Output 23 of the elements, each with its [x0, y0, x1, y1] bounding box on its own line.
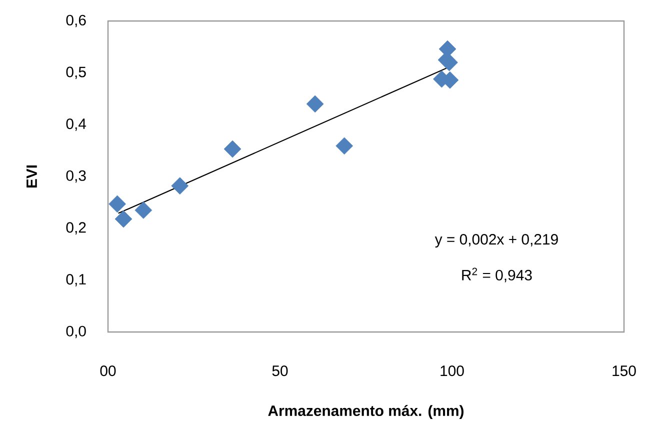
point — [108, 195, 126, 213]
y-tick-label: 0,2 — [66, 222, 86, 235]
annotation: y = 0,002x + 0,219 — [434, 234, 558, 248]
point — [336, 137, 354, 155]
point — [224, 140, 242, 158]
point — [171, 177, 189, 195]
y-axis-title: EVI — [26, 165, 37, 188]
x-tick-label: 100 — [440, 366, 464, 376]
x-tick-label: 50 — [272, 366, 288, 376]
y-tick-label: 0,5 — [66, 66, 86, 80]
y-tick-label: 0,1 — [66, 274, 86, 286]
point — [114, 210, 132, 228]
point — [134, 202, 152, 219]
x-tick-label: 150 — [612, 366, 636, 376]
annotation: R$^{2}$ = 0,943 — [462, 268, 532, 282]
point — [306, 95, 324, 113]
y-tick-label: 0,4 — [66, 118, 86, 131]
x-axis-title: Armazenamento máx. (mm) — [268, 404, 464, 419]
y-tick-label: 0,0 — [66, 326, 86, 338]
y-tick-label: 0,3 — [66, 170, 86, 183]
x-tick-label: 00 — [100, 366, 116, 376]
point — [440, 54, 458, 72]
y-tick-label: 0,6 — [66, 14, 86, 28]
